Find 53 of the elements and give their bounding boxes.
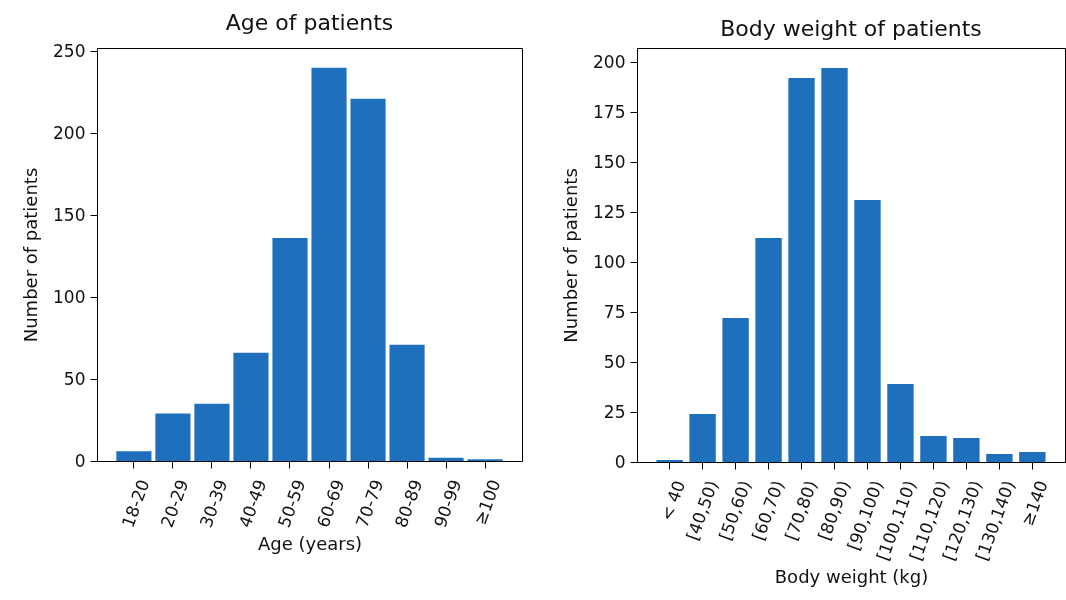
y-tick-label: 150	[53, 204, 86, 225]
y-tick-label: 0	[74, 450, 86, 471]
y-tick-label: 175	[593, 101, 626, 122]
bar	[194, 403, 230, 461]
y-tick-label: 100	[593, 251, 626, 272]
bar	[722, 318, 749, 462]
bar	[311, 67, 347, 461]
bar	[389, 344, 425, 461]
y-tick-label: 50	[63, 368, 86, 389]
y-tick-label: 50	[603, 351, 626, 372]
x-tick-label: 70-79	[351, 476, 388, 530]
bar	[755, 238, 782, 462]
bar	[854, 200, 881, 462]
bar	[821, 68, 848, 462]
x-tick-label: 40-49	[234, 476, 271, 530]
bar	[953, 438, 980, 462]
chart-title: Age of patients	[225, 10, 394, 36]
bar	[428, 457, 464, 461]
y-axis-title: Number of patients	[20, 167, 42, 343]
x-tick-label: < 40	[656, 477, 690, 524]
y-tick-label: 250	[53, 40, 86, 61]
x-tick-label: 90-99	[429, 476, 466, 530]
bar	[155, 413, 191, 461]
y-tick-label: 100	[53, 286, 86, 307]
y-tick-label: 200	[593, 51, 626, 72]
bar	[689, 414, 716, 462]
x-tick-label: ≥100	[469, 476, 505, 528]
x-tick-label: 80-89	[390, 476, 427, 530]
bar	[920, 436, 947, 462]
x-tick-label: ≥140	[1017, 477, 1052, 529]
x-tick-label: 60-69	[312, 476, 349, 530]
y-tick-label: 75	[603, 301, 626, 322]
x-axis-title: Age (years)	[257, 532, 363, 554]
y-tick-label: 25	[603, 401, 626, 422]
bar	[986, 454, 1013, 462]
x-tick-label: 50-59	[273, 476, 310, 530]
y-tick-label: 125	[593, 201, 626, 222]
x-axis-title: Body weight (kg)	[774, 565, 929, 587]
bar	[887, 384, 914, 462]
x-tick-label: 18-20	[117, 476, 154, 530]
bar	[116, 451, 152, 461]
bar	[350, 98, 386, 461]
bar	[272, 238, 308, 461]
x-tick-label: 30-39	[195, 476, 232, 530]
y-tick-label: 0	[614, 451, 626, 472]
bar	[1019, 452, 1046, 462]
y-axis-title: Number of patients	[560, 168, 582, 343]
y-tick-label: 200	[53, 122, 86, 143]
y-tick-label: 150	[593, 151, 626, 172]
x-tick-label: 20-29	[156, 476, 193, 530]
bar	[788, 78, 815, 462]
bar	[233, 352, 269, 461]
chart-title: Body weight of patients	[720, 16, 982, 41]
